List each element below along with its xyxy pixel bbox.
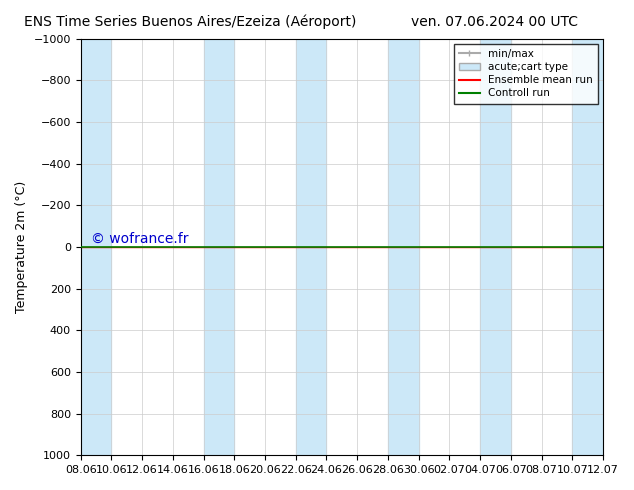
Bar <box>573 39 603 455</box>
Bar <box>388 39 418 455</box>
Text: ven. 07.06.2024 00 UTC: ven. 07.06.2024 00 UTC <box>411 15 578 29</box>
Y-axis label: Temperature 2m (°C): Temperature 2m (°C) <box>15 181 28 313</box>
Bar <box>296 39 327 455</box>
Bar <box>204 39 235 455</box>
Legend: min/max, acute;cart type, Ensemble mean run, Controll run: min/max, acute;cart type, Ensemble mean … <box>453 44 598 103</box>
Text: © wofrance.fr: © wofrance.fr <box>91 232 188 245</box>
Bar <box>480 39 511 455</box>
Text: ENS Time Series Buenos Aires/Ezeiza (Aéroport): ENS Time Series Buenos Aires/Ezeiza (Aér… <box>24 15 356 29</box>
Bar <box>81 39 112 455</box>
